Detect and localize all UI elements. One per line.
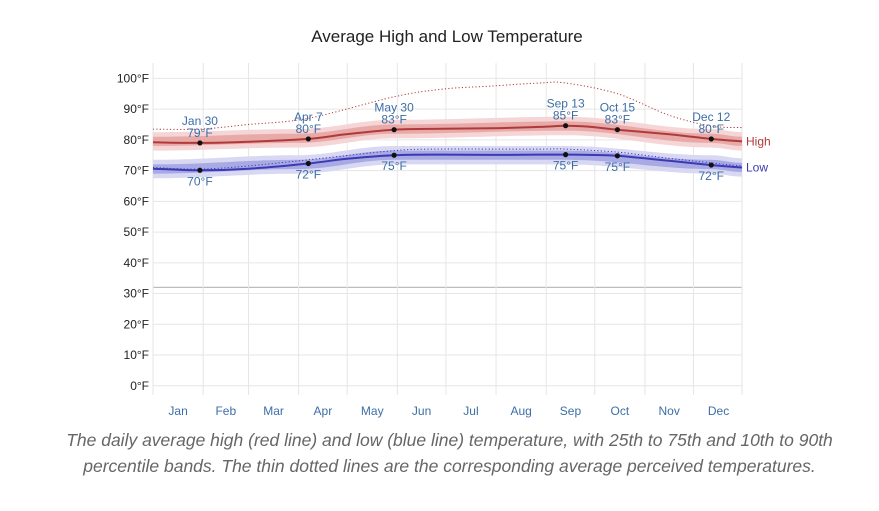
high-series-label: High bbox=[746, 134, 771, 148]
x-tick-label: Jan bbox=[168, 404, 187, 418]
high-date-label: Dec 12 bbox=[692, 110, 730, 124]
y-tick-label: 100°F bbox=[117, 71, 149, 85]
low-marker-point bbox=[391, 152, 397, 158]
series-lines bbox=[152, 81, 743, 172]
low-marker-point bbox=[305, 160, 311, 167]
low-value-label: 75°F bbox=[381, 159, 406, 173]
grid-lines bbox=[152, 63, 743, 395]
x-tick-label: Jul bbox=[463, 404, 478, 418]
x-tick-label: Sep bbox=[560, 404, 582, 418]
high-date-label: Sep 13 bbox=[547, 97, 585, 111]
y-tick-label: 80°F bbox=[124, 133, 149, 147]
chart-title: Average High and Low Temperature bbox=[311, 27, 583, 46]
low-series-label: Low bbox=[746, 161, 768, 175]
high-marker-point bbox=[197, 140, 203, 146]
x-tick-label: Aug bbox=[510, 404, 531, 418]
low-marker-point bbox=[614, 153, 621, 159]
x-tick-label: Mar bbox=[263, 404, 284, 418]
high-value-label: 80°F bbox=[699, 122, 724, 136]
axis-labels: 0°F 10°F 20°F 30°F 40°F 50°F 60°F 70°F 80°F 90°F 1… bbox=[117, 71, 771, 418]
x-tick-label: Oct bbox=[610, 404, 629, 418]
y-tick-label: 70°F bbox=[124, 164, 149, 178]
high-marker-point bbox=[614, 127, 621, 133]
low-line bbox=[152, 153, 743, 172]
x-tick-label: May bbox=[361, 404, 384, 418]
y-tick-label: 50°F bbox=[124, 225, 149, 239]
low-value-label: 72°F bbox=[296, 168, 321, 182]
high-value-label: 83°F bbox=[605, 113, 630, 127]
low-value-label: 75°F bbox=[553, 159, 578, 173]
x-tick-label: Feb bbox=[215, 404, 236, 418]
y-tick-label: 20°F bbox=[124, 317, 149, 331]
high-date-label: Apr 7 bbox=[294, 110, 323, 124]
high-date-label: Oct 15 bbox=[600, 101, 636, 115]
high-marker-point bbox=[305, 136, 311, 142]
y-tick-label: 40°F bbox=[124, 256, 149, 270]
low-value-label: 72°F bbox=[699, 169, 724, 183]
x-tick-label: Nov bbox=[659, 404, 680, 418]
y-tick-label: 10°F bbox=[124, 348, 149, 362]
chart-caption: The daily average high (red line) and lo… bbox=[66, 430, 833, 476]
high-marker-point bbox=[563, 123, 569, 129]
low-value-label: 75°F bbox=[605, 160, 630, 174]
low-marker-point bbox=[708, 162, 714, 168]
y-tick-label: 0°F bbox=[130, 379, 149, 393]
high-date-label: May 30 bbox=[374, 101, 414, 115]
high-perceived-line bbox=[152, 81, 743, 130]
high-value-label: 83°F bbox=[381, 113, 406, 127]
low-band-25-75 bbox=[153, 150, 742, 174]
high-value-label: 80°F bbox=[296, 122, 321, 136]
low-marker-point bbox=[563, 152, 569, 158]
x-tick-label: Apr bbox=[314, 404, 333, 418]
temperature-chart: Average High and Low Temperature 79°FJan… bbox=[117, 27, 771, 418]
x-tick-label: Jun bbox=[412, 404, 431, 418]
high-marker-point bbox=[708, 136, 714, 142]
high-value-label: 85°F bbox=[553, 109, 578, 123]
y-tick-label: 90°F bbox=[124, 102, 149, 116]
high-date-label: Jan 30 bbox=[182, 114, 218, 128]
low-value-label: 70°F bbox=[187, 174, 212, 188]
y-tick-label: 30°F bbox=[124, 287, 149, 301]
low-marker-point bbox=[197, 167, 203, 173]
x-tick-label: Dec bbox=[708, 404, 729, 418]
high-line bbox=[152, 124, 743, 144]
high-marker-point bbox=[391, 127, 397, 133]
y-tick-label: 60°F bbox=[124, 194, 149, 208]
low-perceived-line bbox=[152, 148, 743, 170]
high-value-label: 79°F bbox=[187, 126, 212, 140]
